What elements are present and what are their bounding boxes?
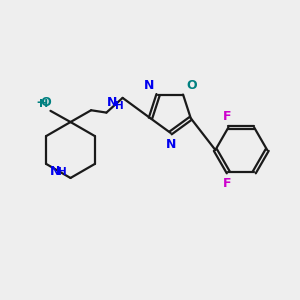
Text: H: H <box>58 167 67 177</box>
Text: H: H <box>115 100 124 110</box>
Text: O: O <box>187 79 197 92</box>
Text: F: F <box>223 110 231 123</box>
Text: H: H <box>39 99 48 110</box>
Text: N: N <box>165 138 176 151</box>
Text: N: N <box>107 96 118 109</box>
Text: N: N <box>144 79 154 92</box>
Text: N: N <box>50 166 60 178</box>
Text: -O: -O <box>37 96 52 109</box>
Text: F: F <box>223 177 231 190</box>
